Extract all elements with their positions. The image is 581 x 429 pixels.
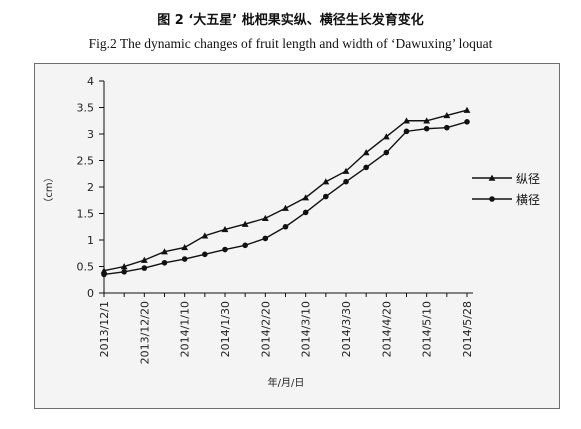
y-tick-label: 0.5 (77, 261, 95, 274)
y-tick-label: 1 (87, 234, 94, 247)
y-tick-label: 3 (87, 128, 94, 141)
data-point-triangle (140, 256, 148, 263)
legend-label-length: 纵径 (516, 172, 540, 186)
data-point-circle (101, 271, 107, 278)
data-point-circle (282, 223, 289, 230)
x-tick-label: 2014/5/28 (461, 301, 474, 357)
series-line-1 (103, 121, 468, 276)
data-point-circle (323, 193, 329, 200)
legend-label-width: 横径 (516, 193, 540, 207)
data-point-circle (444, 124, 450, 131)
data-point-circle (403, 128, 410, 135)
x-tick-label: 2013/12/20 (138, 301, 151, 364)
data-point-triangle (100, 267, 108, 274)
data-point-circle (262, 235, 269, 242)
data-point-circle (363, 164, 369, 171)
y-tick-label: 2 (87, 181, 94, 194)
x-tick-label: 2014/5/10 (421, 301, 434, 357)
data-point-circle (242, 242, 248, 249)
data-point-circle (383, 149, 390, 156)
y-tick-label: 0 (87, 287, 94, 300)
y-axis-label: （cm） (43, 172, 55, 207)
data-point-circle (181, 256, 188, 262)
y-tick-label: 2.5 (77, 155, 95, 168)
data-point-triangle (241, 220, 249, 227)
series-group (100, 106, 471, 278)
data-point-triangle (120, 263, 128, 270)
data-point-triangle (463, 106, 471, 113)
data-point-triangle (382, 133, 390, 140)
y-tick-label: 1.5 (77, 208, 95, 221)
x-tick-label: 2013/12/1 (98, 301, 111, 357)
y-axis-ticks: 0 0.5 1 1.5 2 2.5 3 3.5 4 (77, 75, 104, 300)
data-point-circle (302, 209, 309, 216)
data-point-triangle (201, 232, 209, 239)
data-point-triangle (342, 167, 350, 174)
data-point-circle (464, 119, 470, 125)
data-point-triangle (302, 194, 310, 201)
x-axis-ticks: 2013/12/1 2013/12/20 2014/1/10 2014/1/30 201… (98, 293, 474, 364)
data-point-triangle (221, 226, 229, 233)
series-line-0 (103, 109, 468, 272)
data-point-circle (423, 125, 430, 132)
x-tick-label: 2014/4/20 (380, 301, 393, 357)
data-point-circle (141, 265, 148, 271)
data-point-triangle (403, 117, 410, 124)
data-point-circle (222, 246, 228, 253)
data-point-triangle (282, 204, 289, 211)
data-point-triangle (181, 244, 189, 251)
data-point-circle (121, 269, 127, 275)
data-point-triangle (261, 214, 269, 221)
x-tick-label: 2014/1/10 (179, 301, 192, 357)
data-point-triangle (443, 112, 451, 119)
legend-marker-circle (489, 196, 495, 202)
x-tick-label: 2014/1/30 (219, 301, 232, 357)
axes (103, 81, 473, 294)
figure-caption-chinese: 图 2 ‘大五星’ 枇杷果实纵、横径生长发育变化 (157, 13, 424, 28)
chart-frame (34, 63, 560, 409)
data-point-triangle (161, 248, 168, 255)
data-point-triangle (362, 149, 370, 156)
data-point-triangle (322, 178, 330, 185)
legend-marker-triangle (488, 174, 496, 181)
data-point-circle (343, 178, 349, 185)
x-tick-label: 2014/3/10 (300, 301, 313, 357)
legend: 纵径 横径 (472, 172, 540, 207)
figure-caption-english: Fig.2 The dynamic changes of fruit lengt… (88, 36, 493, 51)
y-tick-label: 4 (87, 75, 94, 88)
data-point-circle (202, 251, 208, 258)
data-point-circle (161, 259, 168, 266)
x-axis-label: 年/月/日 (268, 376, 305, 389)
x-tick-label: 2014/2/20 (259, 301, 272, 357)
data-point-triangle (423, 117, 431, 124)
x-tick-label: 2014/3/30 (340, 301, 353, 357)
y-tick-label: 3.5 (77, 102, 95, 115)
